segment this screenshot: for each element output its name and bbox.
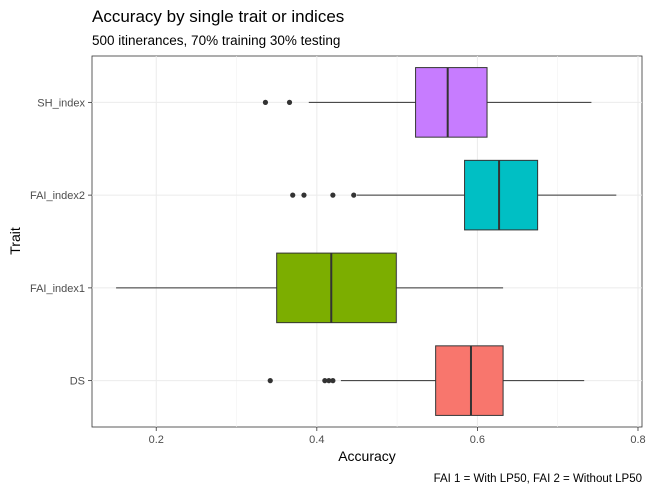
x-tick-label: 0.6: [470, 434, 485, 446]
x-axis: 0.2 0.4 0.6 0.8: [149, 427, 646, 446]
plot-panel: [91, 55, 643, 428]
outlier-point: [267, 378, 273, 384]
chart-caption: FAI 1 = With LP50, FAI 2 = Without LP50: [434, 473, 642, 485]
y-axis-title: Trait: [7, 227, 23, 255]
outlier-point: [286, 99, 293, 105]
outlier-point: [301, 192, 307, 198]
box-iqr: [464, 159, 539, 231]
box-fai-index2: [290, 159, 617, 231]
x-tick-label: 0.2: [149, 434, 164, 446]
outlier-point: [290, 192, 296, 198]
outlier-point: [351, 192, 357, 198]
x-tick-label: 0.4: [309, 434, 324, 446]
y-tick-label: DS: [70, 376, 85, 388]
box-iqr: [276, 252, 397, 324]
y-tick-label: FAI_index2: [30, 190, 85, 202]
y-tick-label: FAI_index1: [30, 283, 85, 295]
chart-subtitle: 500 itinerances, 70% training 30% testin…: [92, 33, 340, 48]
box-iqr: [435, 345, 504, 416]
chart-title: Accuracy by single trait or indices: [92, 7, 344, 26]
box-ds: [267, 345, 585, 416]
outlier-point: [262, 99, 269, 105]
box-sh-index: [262, 67, 592, 138]
y-tick-label: SH_index: [37, 97, 85, 109]
x-axis-title: Accuracy: [338, 448, 396, 464]
outlier-point: [330, 378, 336, 384]
x-tick-label: 0.8: [630, 434, 645, 446]
y-axis: DS FAI_index1 FAI_index2 SH_index: [30, 97, 92, 388]
outlier-point: [330, 192, 336, 198]
box-fai-index1: [116, 252, 504, 324]
box-iqr: [415, 67, 488, 138]
outlier-point: [326, 378, 332, 384]
outlier-point: [322, 378, 328, 384]
box-layer: [116, 67, 617, 416]
